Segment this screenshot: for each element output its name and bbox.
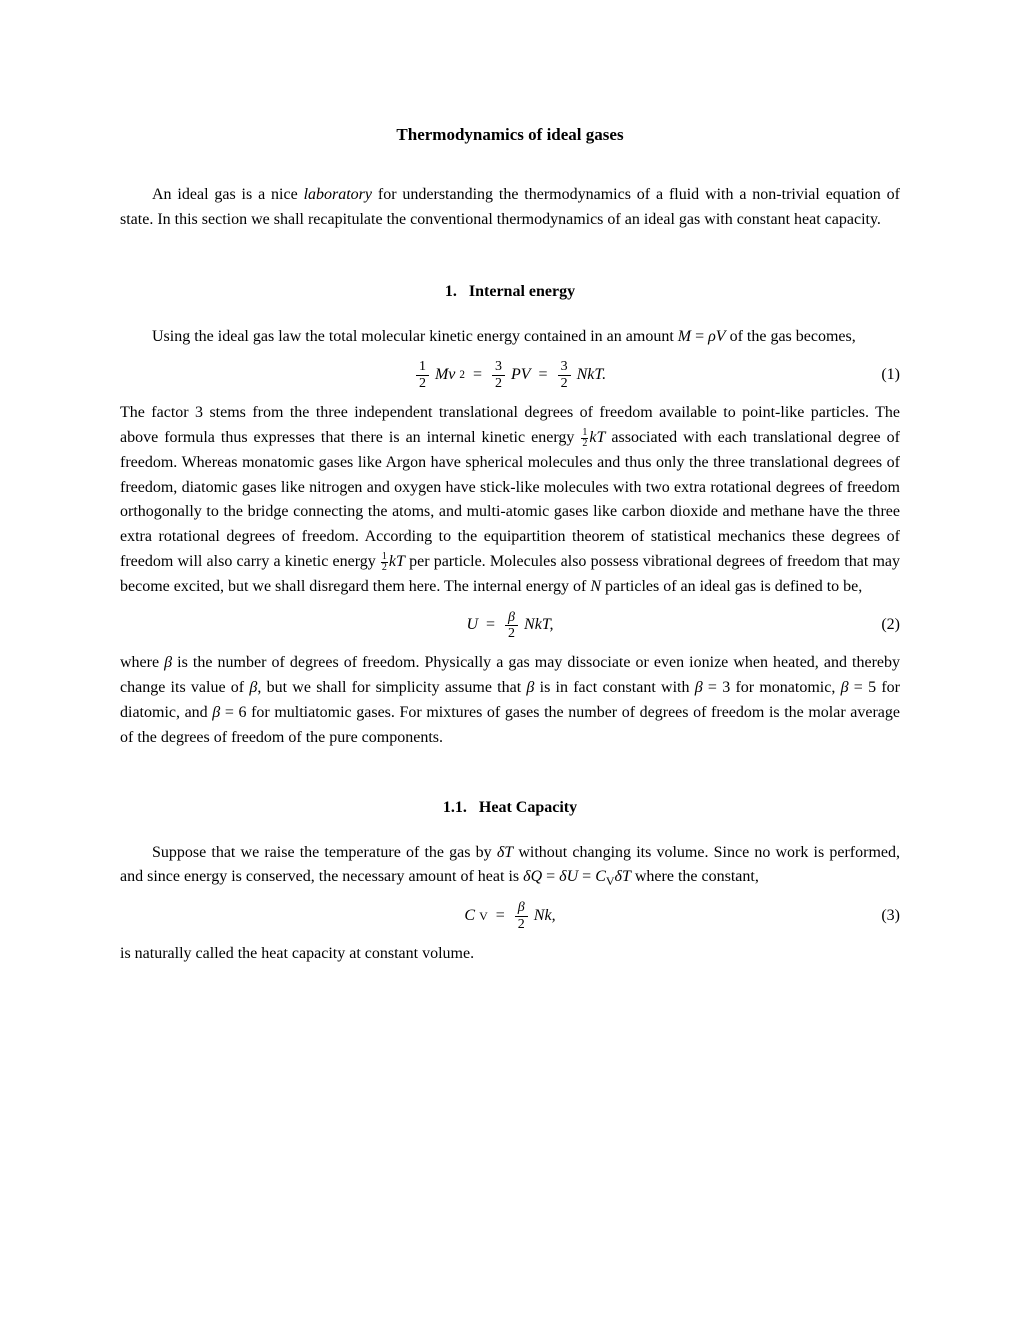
equation-2-number: (2)	[881, 616, 900, 634]
section-1-para-1: Using the ideal gas law the total molecu…	[120, 325, 900, 350]
document-title: Thermodynamics of ideal gases	[120, 125, 900, 145]
equation-1-number: (1)	[881, 366, 900, 384]
section-1-para-2: The factor 3 stems from the three indepe…	[120, 401, 900, 599]
section-1-1-para-1: Suppose that we raise the temperature of…	[120, 841, 900, 891]
section-1-1-heading: 1.1. Heat Capacity	[120, 799, 900, 817]
section-1-para-3: where β is the number of degrees of free…	[120, 651, 900, 750]
equation-1: 12Mv2 = 32PV = 32NkT. (1)	[120, 359, 900, 391]
section-1-1-para-2: is naturally called the heat capacity at…	[120, 942, 900, 967]
equation-2: U = β2NkT, (2)	[120, 610, 900, 642]
equation-3-number: (3)	[881, 907, 900, 925]
intro-paragraph: An ideal gas is a nice laboratory for un…	[120, 183, 900, 233]
equation-3: CV = β2Nk, (3)	[120, 900, 900, 932]
section-1-heading: 1. Internal energy	[120, 283, 900, 301]
